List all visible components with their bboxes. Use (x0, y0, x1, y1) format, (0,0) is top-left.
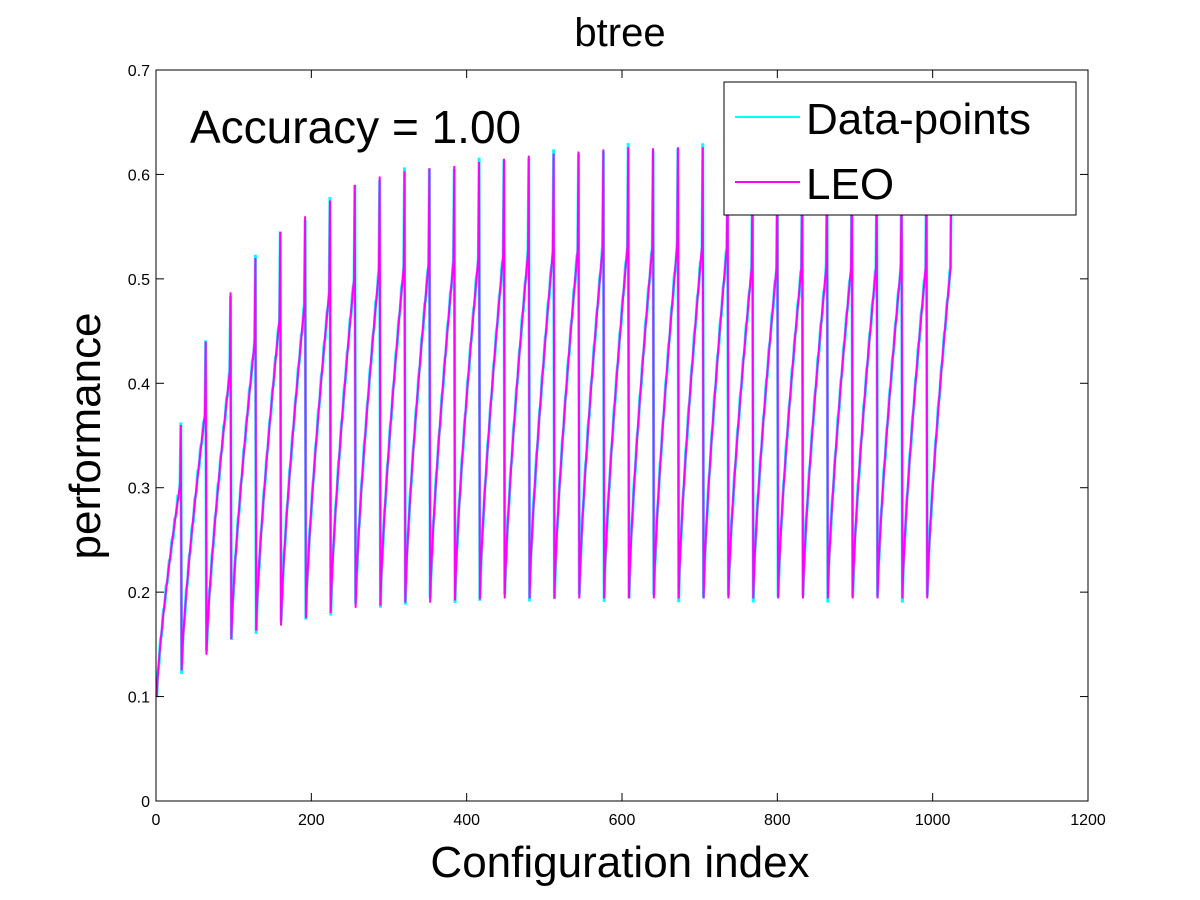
series-layer (155, 143, 953, 697)
ticks-layer: 0 200 400 600 800 1000 1200 0 0.1 0.2 0.3 0.4 0.5 0.6… (128, 63, 1106, 829)
y-tick-label: 0.4 (128, 376, 150, 393)
x-axis-title: Configuration index (430, 838, 809, 887)
y-tick-label: 0.2 (128, 585, 150, 602)
y-axis-title: performance (61, 312, 110, 559)
x-tick-label: 200 (298, 812, 325, 829)
x-tick-label: 0 (152, 812, 161, 829)
y-tick-label: 0.1 (128, 690, 150, 707)
y-tick-label: 0.3 (128, 481, 150, 498)
y-tick-label: 0.6 (128, 167, 150, 184)
legend-box (723, 81, 1077, 216)
accuracy-annotation: Accuracy = 1.00 (190, 101, 521, 153)
legend-label-leo: LEO (806, 160, 894, 209)
chart-title: btree (574, 11, 665, 55)
x-tick-label: 600 (609, 812, 636, 829)
x-tick-label: 800 (764, 812, 791, 829)
legend: Data-points LEO (723, 81, 1077, 216)
series-line-leo (155, 147, 953, 697)
x-tick-label: 1200 (1070, 812, 1106, 829)
y-tick-label: 0 (141, 794, 150, 811)
legend-label-data-points: Data-points (806, 95, 1031, 144)
y-tick-label: 0.7 (128, 63, 150, 80)
x-tick-label: 1000 (915, 812, 951, 829)
x-tick-label: 400 (453, 812, 480, 829)
y-tick-label: 0.5 (128, 272, 150, 289)
